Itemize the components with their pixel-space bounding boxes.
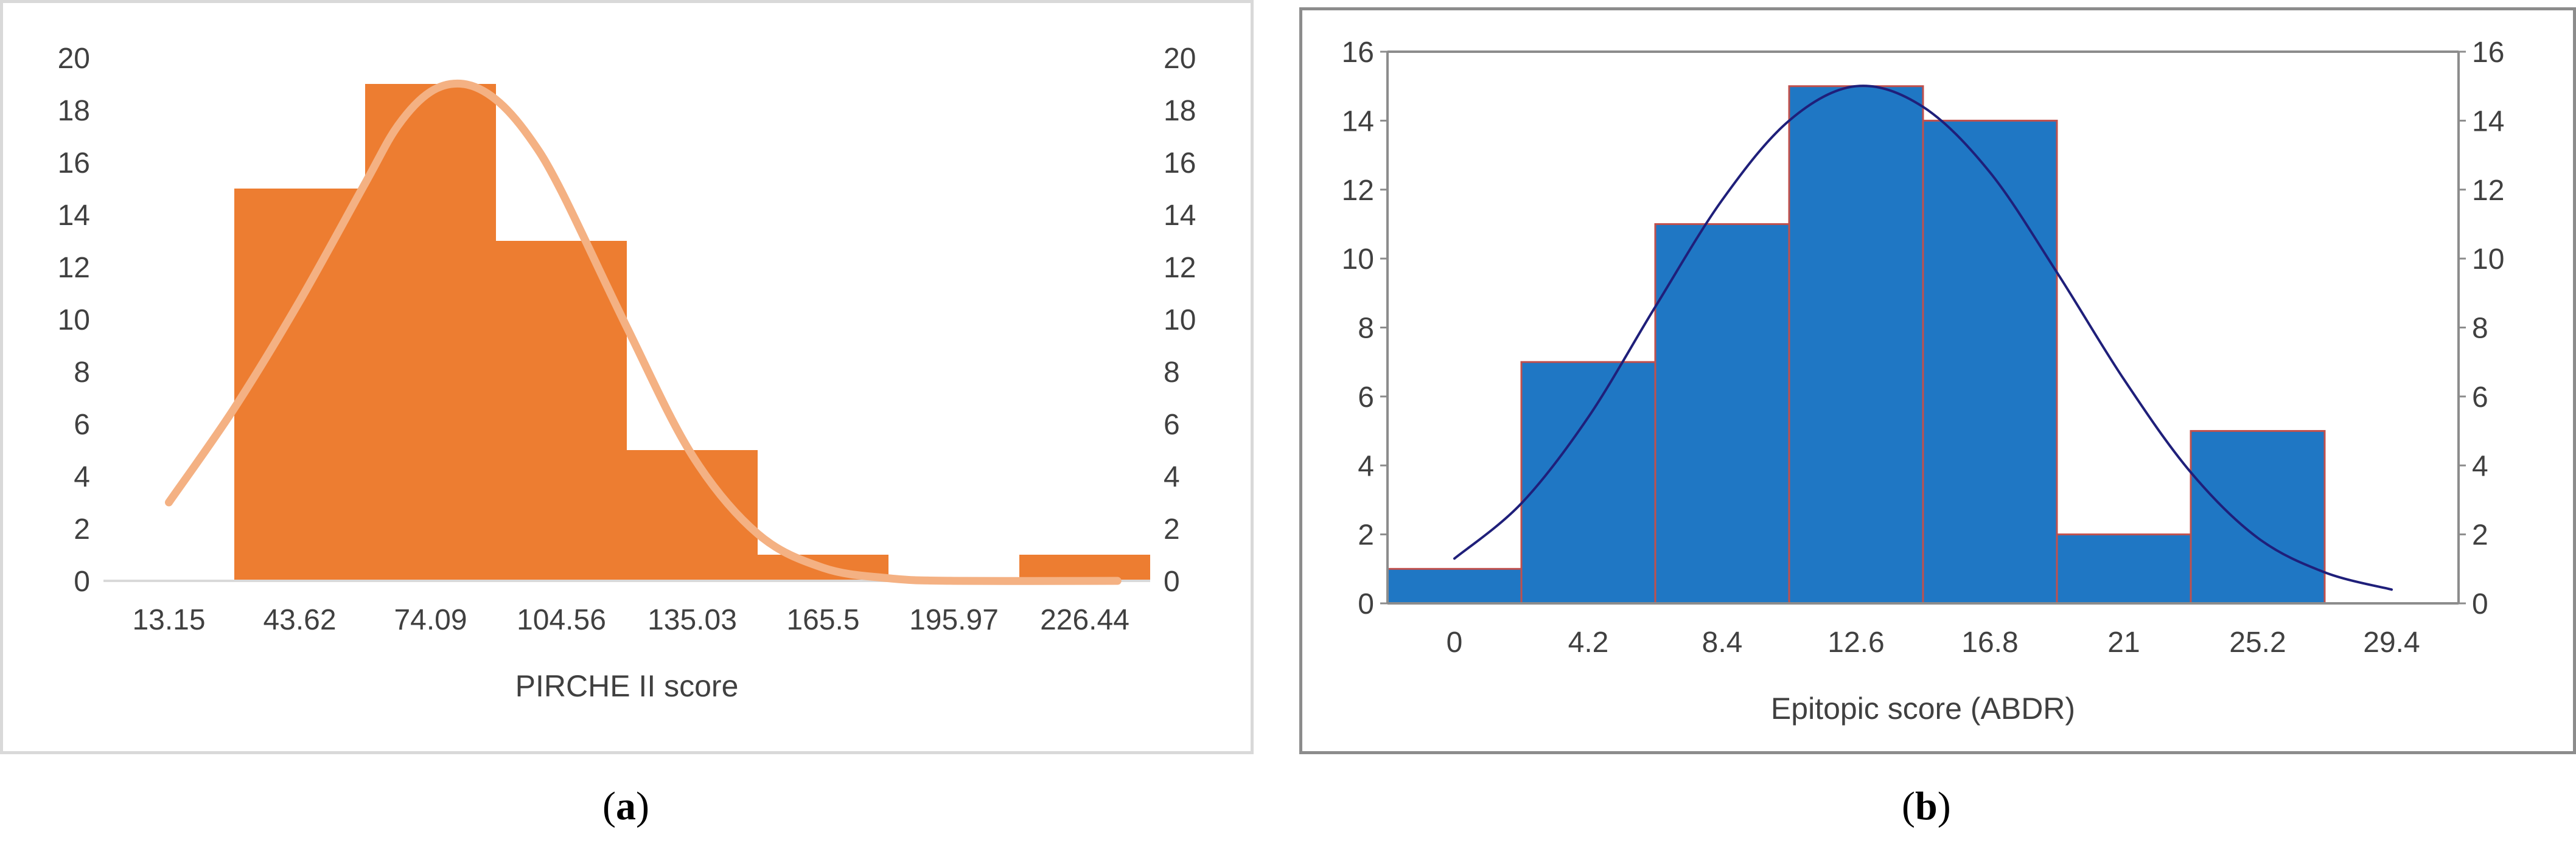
y-tick-label: 4 — [1358, 450, 1374, 482]
bar — [2056, 533, 2192, 605]
y-tick-label: 16 — [58, 147, 90, 179]
bar — [1788, 85, 1924, 605]
y2-tick-label: 6 — [1164, 409, 1180, 441]
y-tick-label: 14 — [1342, 105, 1374, 137]
x-tick-label: 74.09 — [394, 604, 467, 636]
y2-tick-label: 18 — [1164, 95, 1196, 127]
bar — [365, 84, 496, 581]
chart-panel-a: 0 2 4 6 8 10 12 14 16 18 20 0 2 4 6 8 10 12 14 16 18 20 13.15 4… — [0, 0, 1254, 754]
chart-panel-b: 0 2 4 6 8 10 12 14 16 0 2 4 6 8 10 12 14 16 0 4.2 8.4 12.6 16.… — [1299, 7, 2576, 754]
y2-tick-label: 2 — [1164, 513, 1180, 546]
y-tick-label: 18 — [58, 95, 90, 127]
y2-tick-label: 10 — [2472, 243, 2504, 276]
y2-tick-label: 14 — [1164, 199, 1196, 232]
y2-tick-label: 8 — [1164, 356, 1180, 389]
y2-tick-label: 16 — [2472, 36, 2504, 69]
x-tick-label: 21 — [2107, 626, 2140, 659]
caption-b-letter: b — [1915, 784, 1938, 828]
y-tick-label: 20 — [58, 43, 90, 75]
x-tick-label: 104.56 — [517, 604, 606, 636]
y2-tick-label: 2 — [2472, 519, 2488, 552]
y-tick-label: 12 — [58, 252, 90, 284]
bar — [1922, 119, 2058, 605]
y2-tick-label: 14 — [2472, 105, 2504, 137]
bar — [1019, 555, 1150, 581]
bar — [1520, 361, 1656, 605]
y2-tick-label: 0 — [1164, 566, 1180, 598]
y2-tick-label: 20 — [1164, 43, 1196, 75]
x-tick-label: 135.03 — [647, 604, 737, 636]
y-tick-label: 8 — [74, 356, 90, 389]
y-tick-label: 8 — [1358, 313, 1374, 345]
y2-tick-label: 10 — [1164, 304, 1196, 336]
caption-b: (b) — [1902, 784, 1951, 828]
y-tick-label: 4 — [74, 461, 90, 493]
bar — [1654, 223, 1790, 605]
y-tick-label: 6 — [1358, 381, 1374, 414]
bar — [234, 189, 365, 581]
y2-tick-label: 8 — [2472, 313, 2488, 345]
y2-tick-label: 4 — [2472, 450, 2488, 482]
x-tick-label: 43.62 — [263, 604, 336, 636]
y-tick-label: 16 — [1342, 36, 1374, 69]
y2-tick-label: 16 — [1164, 147, 1196, 179]
x-tick-label: 12.6 — [1827, 626, 1884, 659]
y-tick-label: 6 — [74, 409, 90, 441]
y-tick-label: 2 — [1358, 519, 1374, 552]
y2-tick-label: 6 — [2472, 381, 2488, 414]
caption-a: (a) — [602, 784, 649, 828]
y-tick-label: 10 — [58, 304, 90, 336]
y-tick-label: 2 — [74, 513, 90, 546]
x-axis-title: PIRCHE II score — [515, 669, 739, 703]
histogram-epitopic-score: 0 2 4 6 8 10 12 14 16 0 2 4 6 8 10 12 14 16 0 4.2 8.4 12.6 16.… — [1342, 36, 2505, 726]
x-tick-label: 226.44 — [1040, 604, 1129, 636]
y2-tick-label: 12 — [2472, 175, 2504, 207]
x-tick-label: 13.15 — [132, 604, 205, 636]
histogram-pirche-ii: 0 2 4 6 8 10 12 14 16 18 20 0 2 4 6 8 10 12 14 16 18 20 13.15 4… — [58, 43, 1196, 703]
y-tick-label: 12 — [1342, 175, 1374, 207]
caption-a-letter: a — [615, 784, 636, 828]
x-tick-label: 0 — [1447, 626, 1463, 659]
bar — [496, 241, 627, 581]
y2-tick-label: 12 — [1164, 252, 1196, 284]
y-tick-label: 0 — [74, 566, 90, 598]
x-tick-label: 195.97 — [909, 604, 999, 636]
x-axis-title: Epitopic score (ABDR) — [1771, 692, 2075, 726]
fitted-curve — [1453, 85, 2393, 591]
x-tick-label: 8.4 — [1702, 626, 1743, 659]
bar — [1386, 567, 1523, 605]
bar — [2190, 430, 2326, 605]
x-tick-label: 29.4 — [2363, 626, 2420, 659]
x-tick-label: 4.2 — [1568, 626, 1609, 659]
y-tick-label: 0 — [1358, 588, 1374, 620]
fitted-curve — [165, 79, 1122, 585]
x-tick-label: 165.5 — [786, 604, 859, 636]
y2-tick-label: 0 — [2472, 588, 2488, 620]
y-tick-label: 10 — [1342, 243, 1374, 276]
x-tick-label: 16.8 — [1961, 626, 2018, 659]
x-tick-label: 25.2 — [2229, 626, 2286, 659]
y2-tick-label: 4 — [1164, 461, 1180, 493]
y-tick-label: 14 — [58, 199, 90, 232]
